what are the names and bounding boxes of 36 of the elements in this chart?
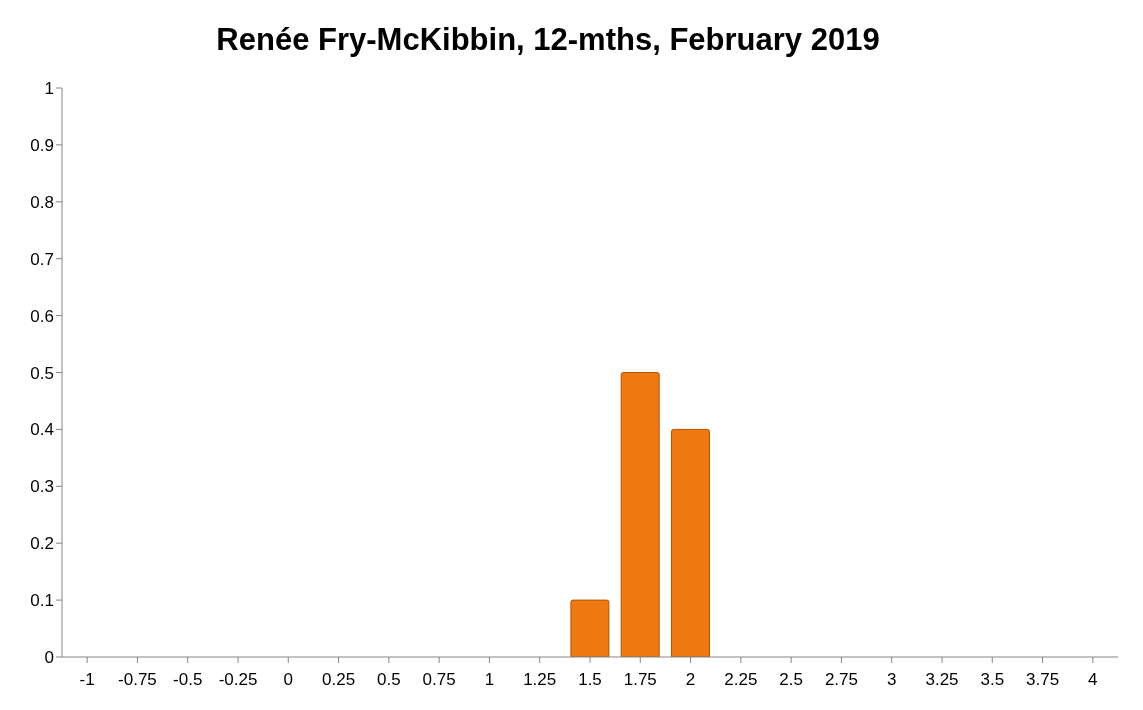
y-tick-label: 0.8 bbox=[30, 192, 54, 212]
x-tick-label: 0.5 bbox=[377, 670, 401, 690]
x-tick-label: -1 bbox=[79, 670, 95, 690]
bar bbox=[620, 372, 660, 657]
x-tick-label: 2.5 bbox=[779, 670, 803, 690]
y-tick-label: 0.7 bbox=[30, 249, 54, 269]
chart-title: Renée Fry-McKibbin, 12-mths, February 2019 bbox=[215, 22, 881, 58]
x-tick-label: -0.75 bbox=[118, 670, 157, 690]
y-tick-label: 0.5 bbox=[30, 363, 54, 383]
y-tick-label: 0.2 bbox=[30, 534, 54, 554]
y-tick-label: 0.9 bbox=[30, 135, 54, 155]
x-tick-label: 2 bbox=[685, 670, 696, 690]
x-tick-label: 0.25 bbox=[322, 670, 356, 690]
y-tick-label: 0.6 bbox=[30, 306, 54, 326]
x-tick-label: 3.5 bbox=[980, 670, 1005, 690]
x-tick-label: -0.25 bbox=[218, 670, 258, 690]
bar bbox=[670, 428, 710, 657]
x-tick-label: 3 bbox=[886, 670, 897, 690]
y-tick-label: 0.4 bbox=[30, 420, 54, 440]
y-tick-label: 0.3 bbox=[30, 477, 54, 497]
x-tick-label: 2.25 bbox=[724, 670, 758, 690]
x-tick-label: 1.25 bbox=[523, 670, 557, 690]
x-tick-label: 0.75 bbox=[422, 670, 456, 690]
x-tick-label: 1 bbox=[484, 670, 495, 690]
y-tick-label: 0.1 bbox=[30, 591, 54, 611]
x-tick-label: 3.75 bbox=[1026, 670, 1060, 690]
x-tick-label: 4 bbox=[1088, 670, 1098, 690]
x-tick-label: 1.5 bbox=[578, 670, 602, 690]
x-tick-label: 2.75 bbox=[824, 670, 858, 690]
x-tick-label: 0 bbox=[283, 670, 294, 690]
bar bbox=[570, 599, 610, 657]
x-tick-label: -0.5 bbox=[173, 670, 203, 690]
y-tick-label: 0 bbox=[44, 648, 54, 668]
x-tick-label: 1.75 bbox=[623, 670, 657, 690]
y-tick-label: 1 bbox=[44, 79, 54, 99]
x-tick-label: 3.25 bbox=[925, 670, 959, 690]
